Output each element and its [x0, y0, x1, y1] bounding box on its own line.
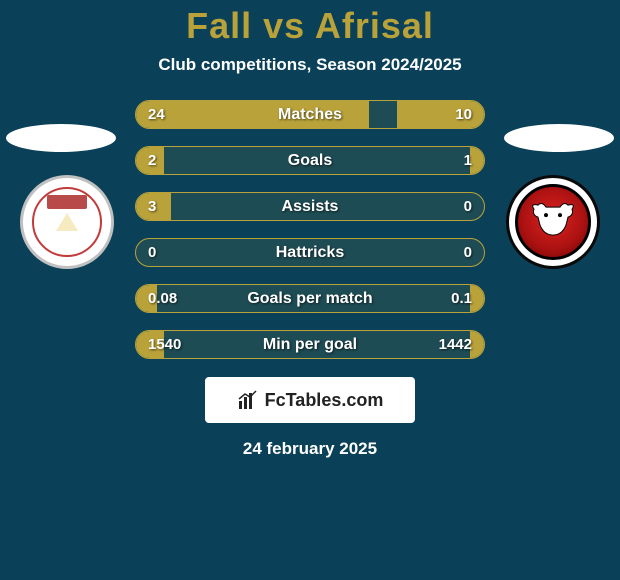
stat-label: Goals	[136, 147, 484, 174]
chart-icon	[237, 389, 259, 411]
attribution-text: FcTables.com	[265, 390, 384, 411]
shadow-ellipse-right	[504, 124, 614, 152]
stat-row: 00Hattricks	[135, 238, 485, 267]
madura-crest-icon	[515, 184, 591, 260]
stat-label: Hattricks	[136, 239, 484, 266]
stat-row: 21Goals	[135, 146, 485, 175]
bull-icon	[528, 201, 578, 239]
date-text: 24 february 2025	[243, 439, 377, 459]
stat-label: Min per goal	[136, 331, 484, 358]
attribution-badge: FcTables.com	[205, 377, 415, 423]
comparison-card: Fall vs Afrisal Club competitions, Seaso…	[0, 0, 620, 580]
team-right-logo	[506, 175, 600, 269]
stat-row: 0.080.1Goals per match	[135, 284, 485, 313]
stat-row: 30Assists	[135, 192, 485, 221]
psm-crest-icon	[32, 187, 102, 257]
page-subtitle: Club competitions, Season 2024/2025	[158, 55, 461, 75]
stat-row: 15401442Min per goal	[135, 330, 485, 359]
shadow-ellipse-left	[6, 124, 116, 152]
team-left-logo	[20, 175, 114, 269]
stat-row: 2410Matches	[135, 100, 485, 129]
stats-list: 2410Matches 21Goals 30Assists 00Hattricks 0.…	[135, 100, 485, 359]
stat-label: Matches	[136, 101, 484, 128]
stat-label: Assists	[136, 193, 484, 220]
stat-label: Goals per match	[136, 285, 484, 312]
page-title: Fall vs Afrisal	[186, 5, 434, 47]
